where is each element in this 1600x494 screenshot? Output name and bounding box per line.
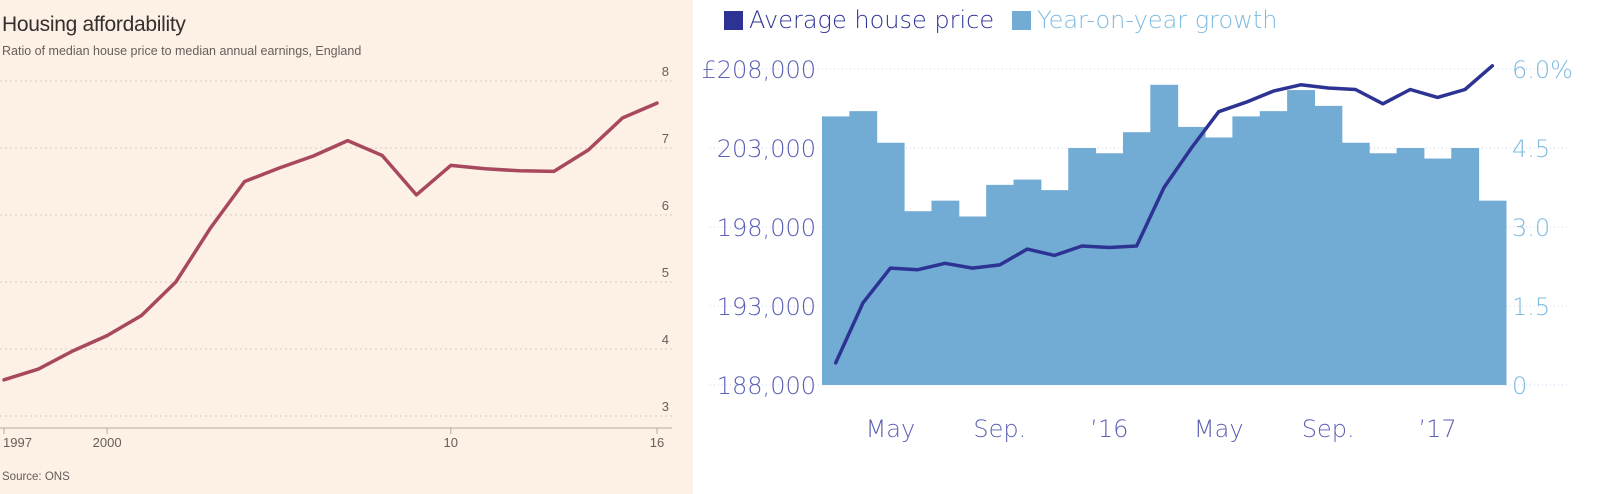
growth-bar <box>876 142 905 385</box>
x-tick-label: May <box>866 415 916 443</box>
y-tick-label: 5 <box>662 265 669 280</box>
legend-item-year-on-year-growth: Year-on-year growth <box>1012 6 1277 34</box>
right-axis-tick-label: 3.0 <box>1512 214 1550 242</box>
left-axis-tick-label: £208,000 <box>701 56 816 84</box>
growth-bar <box>1451 148 1480 385</box>
x-tick-label: 10 <box>444 435 458 450</box>
affordability-line-chart: 3 4 5 6 7 8 1997 2000 10 16 <box>0 64 672 450</box>
right-axis-tick-label: 6.0% <box>1512 56 1573 84</box>
growth-bar <box>1232 116 1261 386</box>
x-tick-label: 2000 <box>93 435 122 450</box>
growth-bar <box>904 211 932 385</box>
y-tick-label: 4 <box>662 332 669 347</box>
legend-swatch-year-on-year-growth <box>1012 10 1032 30</box>
growth-bar <box>1205 137 1233 385</box>
growth-bar <box>931 200 960 385</box>
chart-source: Source: ONS <box>2 471 70 483</box>
growth-bar <box>1287 90 1315 386</box>
x-tick-label: ’17 <box>1419 415 1457 443</box>
legend-item-average-house-price: Average house price <box>724 6 994 34</box>
growth-bar <box>1013 179 1042 385</box>
left-axis-tick-label: 188,000 <box>717 372 816 400</box>
growth-bar <box>1369 153 1398 385</box>
x-tick-label: Sep. <box>1302 415 1355 443</box>
left-axis-tick-label: 193,000 <box>717 293 816 321</box>
growth-bar <box>1095 153 1124 385</box>
chart-legend: Average house price Year-on-year growth <box>724 6 1295 34</box>
x-tick-label: 16 <box>650 435 664 450</box>
legend-label-average-house-price: Average house price <box>749 6 995 34</box>
x-tick-label: Sep. <box>973 415 1026 443</box>
x-tick-label: May <box>1194 415 1244 443</box>
growth-bar <box>1478 200 1507 385</box>
left-axis-tick-label: 198,000 <box>717 214 816 242</box>
growth-bar <box>986 184 1015 385</box>
growth-bar <box>1314 105 1343 385</box>
y-tick-label: 8 <box>662 64 669 79</box>
growth-bar <box>1150 84 1179 386</box>
affordability-series-line <box>2 101 659 382</box>
x-tick-label: 1997 <box>3 435 32 450</box>
growth-bar <box>1040 190 1069 385</box>
y-tick-label: 6 <box>662 198 669 213</box>
growth-bar <box>958 216 987 385</box>
chart-subtitle: Ratio of median house price to median an… <box>2 44 362 58</box>
y-tick-label: 3 <box>662 399 669 414</box>
growth-bar <box>1259 111 1288 385</box>
growth-bar <box>1341 142 1370 385</box>
left-axis-tick-label: 203,000 <box>717 135 816 163</box>
house-price-combo-chart: £208,000 203,000 198,000 193,000 188,000 6.0%… <box>701 56 1573 443</box>
growth-bar <box>1068 148 1097 385</box>
y-tick-label: 7 <box>662 131 669 146</box>
right-axis-tick-label: 4.5 <box>1512 135 1550 163</box>
growth-bar <box>849 111 878 385</box>
growth-bar <box>1423 158 1452 385</box>
growth-bar <box>1396 148 1425 385</box>
legend-label-year-on-year-growth: Year-on-year growth <box>1037 6 1278 34</box>
growth-bar <box>1177 126 1206 385</box>
house-price-chart-panel: £208,000 203,000 198,000 193,000 188,000 6.0%… <box>700 0 1600 494</box>
x-tick-label: ’16 <box>1090 415 1128 443</box>
growth-bar <box>1122 132 1151 385</box>
chart-title: Housing affordability <box>2 13 186 36</box>
legend-swatch-average-house-price <box>724 10 743 30</box>
ft-chart-panel: Housing affordability Ratio of median ho… <box>0 0 693 494</box>
right-axis-tick-label: 1.5 <box>1512 293 1550 321</box>
right-axis-tick-label: 0 <box>1512 372 1527 400</box>
